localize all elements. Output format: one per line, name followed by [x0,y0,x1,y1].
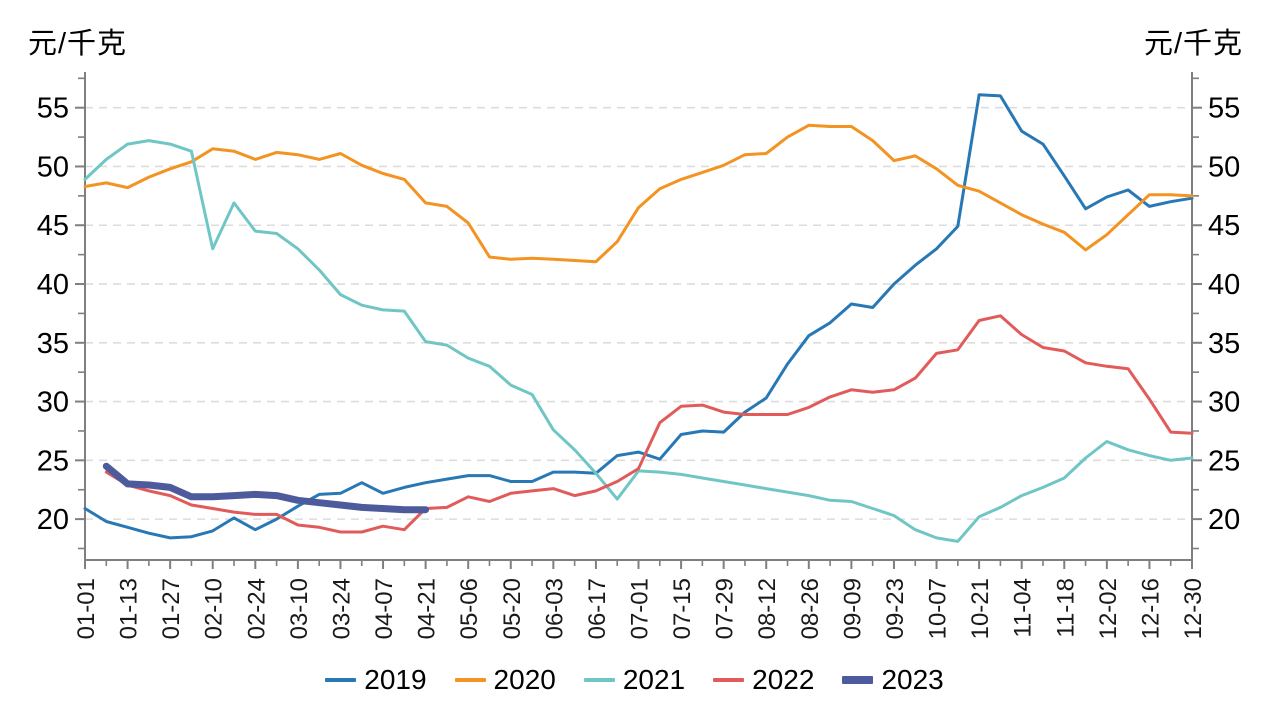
x-tick-label: 03-10 [286,578,313,639]
x-tick-label: 04-21 [414,578,441,639]
x-tick-label: 09-09 [839,578,866,639]
legend: 2019 2020 2021 2022 2023 [0,664,1269,696]
x-tick-label: 04-07 [371,578,398,639]
y-axis-unit-left: 元/千克 [28,28,128,60]
x-tick-label: 12-02 [1095,578,1122,639]
legend-label-2019: 2019 [364,664,427,695]
legend-label-2021: 2021 [622,664,686,695]
y-tick-label-left: 25 [37,445,69,477]
x-tick-label: 01-27 [158,578,185,639]
x-tick-label: 11-04 [1010,578,1037,638]
legend-label-2023: 2023 [881,664,944,695]
series-line-2023 [102,462,430,514]
x-tick-label: 01-01 [73,578,100,639]
legend-swatch-2021 [583,678,615,682]
x-tick-label: 07-01 [627,578,654,639]
x-tick-label: 07-15 [669,578,696,639]
legend-label-2020: 2020 [493,664,556,695]
y-tick-label-left: 45 [37,210,69,242]
y-tick-label-left: 50 [37,151,69,183]
legend-item-2022: 2022 [713,664,814,696]
legend-label-2022: 2022 [752,664,815,695]
legend-swatch-2019 [325,678,357,682]
x-tick-label: 07-29 [712,578,739,639]
y-tick-label-left: 30 [37,387,69,419]
x-tick-label: 10-07 [925,578,952,639]
legend-item-2019: 2019 [325,664,427,696]
series-line-2020 [83,123,1194,264]
x-tick-label: 06-17 [584,578,611,639]
y-tick-label-right: 20 [1208,504,1240,536]
series-line-2022 [104,314,1194,534]
x-tick-label: 02-10 [201,578,228,639]
y-axis-unit-right: 元/千克 [1143,28,1243,60]
legend-swatch-2022 [713,678,745,682]
y-tick-label-left: 35 [37,328,69,360]
x-tick-label: 06-03 [541,578,568,639]
legend-item-2021: 2021 [583,664,686,696]
y-tick-label-right: 45 [1208,210,1240,242]
x-tick-label: 02-24 [243,578,270,639]
legend-item-2020: 2020 [454,664,556,696]
x-tick-label: 10-21 [967,578,994,639]
series-line-2019 [83,93,1194,540]
y-tick-label-right: 30 [1208,387,1240,419]
x-tick-label: 08-26 [797,578,824,639]
y-tick-label-right: 55 [1208,93,1240,125]
y-tick-label-left: 40 [37,269,69,301]
y-tick-label-right: 40 [1208,269,1240,301]
y-tick-label-left: 55 [37,93,69,125]
x-tick-label: 12-30 [1180,578,1207,639]
x-tick-label: 01-13 [116,578,143,639]
x-tick-label: 03-24 [328,578,355,639]
x-tick-label: 11-18 [1052,578,1079,638]
x-tick-label: 05-20 [499,578,526,639]
series-line-2021 [83,139,1194,543]
x-tick-label: 09-23 [882,578,909,639]
legend-item-2023: 2023 [842,664,944,696]
x-tick-label: 05-06 [456,578,483,639]
x-tick-label: 08-12 [754,578,781,639]
x-tick-label: 12-16 [1137,578,1164,639]
y-tick-label-right: 35 [1208,328,1240,360]
y-tick-label-right: 25 [1208,445,1240,477]
legend-swatch-2023 [842,676,874,684]
y-tick-label-right: 50 [1208,151,1240,183]
legend-swatch-2020 [454,678,486,682]
y-tick-label-left: 20 [37,504,69,536]
